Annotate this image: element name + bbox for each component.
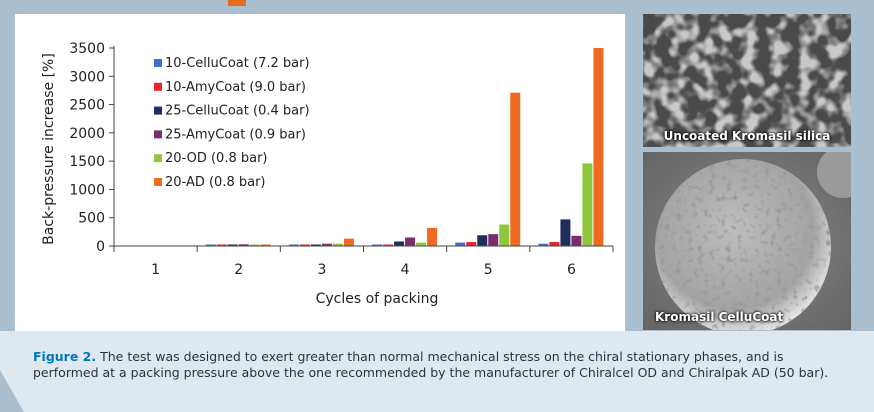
bar-3-cycle-6 [560, 219, 571, 246]
legend-label: 25-AmyCoat (0.9 bar) [165, 127, 306, 142]
bar-4-cycle-6 [571, 235, 582, 246]
photo-uncoated-silica: Uncoated Kromasil silica [643, 14, 851, 147]
x-tick-label: 6 [567, 262, 576, 278]
bar-1-cycle-4 [372, 244, 383, 246]
x-tick-label: 3 [317, 262, 326, 278]
bar-6-cycle-3 [343, 238, 354, 246]
chart-panel: 0 500 1000 1500 2000 2500 3000 3500 1 2 3 4 5 6 10-Ce… [15, 14, 625, 331]
photo-kromasil-cellucoat: Kromasil CelluCoat [643, 152, 851, 330]
x-tick-label: 1 [151, 262, 160, 278]
bar-1-cycle-6 [538, 243, 549, 246]
bar-6-cycle-4 [427, 227, 438, 246]
legend-swatch [154, 59, 162, 67]
bar-2-cycle-4 [383, 244, 394, 246]
legend-swatch [154, 154, 162, 163]
corner-decoration [0, 370, 24, 412]
top-strip [0, 0, 874, 14]
bar-2-cycle-6 [549, 242, 560, 246]
y-tick-label: 2500 [69, 98, 105, 114]
legend-swatch [154, 82, 162, 91]
bar-4-cycle-4 [405, 237, 416, 246]
y-tick-label: 3000 [69, 69, 105, 85]
bar-4-cycle-2 [238, 244, 249, 246]
bar-6-cycle-5 [510, 92, 521, 246]
legend-label: 20-AD (0.8 bar) [165, 175, 266, 190]
bar-4-cycle-5 [488, 234, 499, 246]
photo-top-caption: Uncoated Kromasil silica [663, 129, 831, 143]
photo-bottom-caption: Kromasil CelluCoat [655, 310, 784, 324]
bar-5-cycle-5 [499, 224, 510, 246]
y-tick-label: 500 [78, 211, 105, 227]
legend-label: 10-CelluCoat (7.2 bar) [165, 56, 310, 71]
cellucoat-particle-image [643, 152, 851, 330]
bar-6-cycle-6 [593, 48, 604, 246]
x-tick-label: 5 [484, 262, 493, 278]
x-tick-label: 4 [401, 262, 410, 278]
bar-2-cycle-5 [466, 242, 477, 246]
y-tick-label: 3500 [69, 41, 105, 57]
bar-chart: 0 500 1000 1500 2000 2500 3000 3500 1 2 3 4 5 6 10-Ce… [41, 41, 614, 307]
bar-6-cycle-2 [260, 244, 271, 246]
caption-label: Figure 2. [33, 349, 97, 364]
legend-label: 10-AmyCoat (9.0 bar) [165, 80, 306, 95]
legend-swatch [154, 178, 162, 186]
caption-text: Figure 2. The test was designed to exert… [33, 349, 833, 381]
bar-3-cycle-2 [227, 244, 238, 246]
bar-4-cycle-3 [321, 243, 332, 246]
bar-1-cycle-2 [205, 244, 216, 246]
bar-5-cycle-4 [416, 242, 427, 246]
figure-caption: Figure 2. The test was designed to exert… [0, 331, 874, 412]
bar-3-cycle-5 [477, 235, 488, 246]
y-tick-label: 2000 [69, 126, 105, 142]
legend-label: 25-CelluCoat (0.4 bar) [165, 104, 310, 119]
y-tick-label: 1000 [69, 182, 105, 198]
bar-1-cycle-5 [455, 242, 466, 246]
bar-3-cycle-3 [310, 244, 321, 246]
legend-label: 20-OD (0.8 bar) [165, 151, 267, 166]
bar-1-cycle-3 [288, 244, 299, 246]
legend-swatch [154, 130, 162, 139]
legend-swatch [154, 106, 162, 115]
x-tick-label: 2 [234, 262, 243, 278]
silica-texture-image [643, 14, 851, 147]
bar-3-cycle-4 [394, 241, 405, 246]
bar-2-cycle-2 [216, 244, 227, 246]
x-axis-title: Cycles of packing [316, 291, 439, 307]
caption-body: The test was designed to exert greater t… [33, 349, 829, 380]
y-tick-label: 0 [96, 239, 105, 255]
bar-2-cycle-3 [299, 244, 310, 246]
bar-5-cycle-6 [582, 163, 593, 246]
y-axis-title: Back-pressure increase [%] [41, 53, 57, 245]
top-accent-bar [228, 0, 246, 6]
bar-5-cycle-2 [249, 244, 260, 246]
bar-5-cycle-3 [332, 243, 343, 246]
y-tick-label: 1500 [69, 154, 105, 170]
